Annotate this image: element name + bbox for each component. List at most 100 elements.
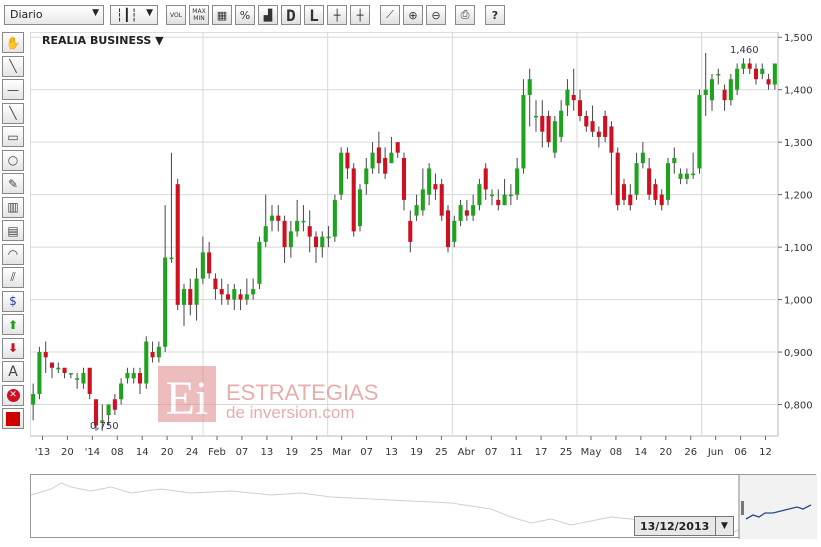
up-arrow-tool[interactable]: ⬆ [2,314,24,335]
candle[interactable] [615,147,620,211]
candle[interactable] [420,168,425,216]
candle[interactable] [100,404,105,431]
candle[interactable] [508,184,513,206]
candle[interactable] [364,157,369,195]
period-select[interactable]: Diario ▼ [4,5,104,25]
candle[interactable] [351,163,356,237]
candle[interactable] [131,367,136,384]
candle[interactable] [257,236,262,290]
candle[interactable] [339,147,344,200]
candle[interactable] [169,152,174,263]
candle[interactable] [735,63,740,95]
candle[interactable] [722,84,727,111]
candle[interactable] [741,58,746,74]
candle[interactable] [301,205,306,232]
candle[interactable] [571,68,576,111]
horizontal-line-tool[interactable]: — [2,79,24,100]
candle[interactable] [766,73,771,90]
candle[interactable] [269,205,275,232]
candle[interactable] [728,73,733,106]
dollar-channel-tool[interactable]: $ [2,290,24,312]
candle[interactable] [609,121,614,195]
candle[interactable] [489,189,495,206]
candle[interactable] [678,168,683,185]
volume-button[interactable]: VOL [166,5,186,25]
candle[interactable] [691,152,696,179]
pencil-tool[interactable]: ✎ [2,173,24,194]
candle[interactable] [389,136,394,164]
candle[interactable] [282,215,287,263]
candle[interactable] [647,157,652,200]
chart-type-select[interactable]: ┆┃┆ ▼ [110,5,158,25]
fibonacci-tool[interactable]: ▥ [2,196,24,218]
candle[interactable] [684,168,689,185]
rectangle-tool[interactable]: ▭ [2,126,24,147]
candle[interactable] [251,278,256,300]
candle[interactable] [640,142,645,169]
candle[interactable] [483,163,488,200]
candle[interactable] [414,194,419,221]
candle[interactable] [276,205,281,232]
chart-title[interactable]: REALIA BUSINESS ▼ [42,34,164,47]
text-tool[interactable]: A [2,361,24,382]
candle[interactable] [540,100,545,148]
candle[interactable] [590,105,595,137]
candle[interactable] [584,110,589,132]
zoom-out-button[interactable]: ⊖ [426,5,446,25]
candle[interactable] [433,173,438,200]
daily-button[interactable]: D [281,5,301,25]
candle[interactable] [56,362,61,374]
candle[interactable] [596,126,601,148]
price-chart[interactable]: Ei ESTRATEGIAS de inversion.com REALIA B… [30,32,820,464]
crosshair-button[interactable]: ┼ [327,5,347,25]
candle[interactable] [68,373,73,379]
candle[interactable] [225,283,231,305]
candle[interactable] [552,115,557,158]
candle[interactable] [81,367,86,389]
candle[interactable] [565,79,570,116]
linechart-button[interactable]: ⟋ [380,5,400,25]
candle[interactable] [137,367,143,395]
candle[interactable] [307,210,312,253]
candle[interactable] [527,68,532,127]
candle[interactable] [458,199,463,227]
candle[interactable] [37,346,42,400]
diagonal-line-tool[interactable]: ╲ [2,102,24,124]
candle[interactable] [345,147,350,179]
candle[interactable] [106,404,111,426]
navigator-handle-grip[interactable] [741,501,744,515]
candle[interactable] [659,189,664,211]
candle[interactable] [439,178,444,221]
levels-tool[interactable]: ▤ [2,220,24,241]
candle[interactable] [427,163,432,206]
candle[interactable] [515,157,520,200]
candle[interactable] [75,373,80,389]
candle[interactable] [760,63,765,80]
help-button[interactable]: ? [485,5,505,25]
candle[interactable] [263,194,268,248]
candle[interactable] [697,89,702,174]
maxmin-button[interactable]: MAX MIN [189,5,209,25]
hand-tool[interactable]: ✋ [2,32,24,53]
candle[interactable] [709,73,715,111]
candle[interactable] [703,52,708,116]
candle[interactable] [521,79,526,174]
candle[interactable] [401,152,407,211]
candle[interactable] [244,278,249,305]
candle[interactable] [628,184,633,211]
candle[interactable] [150,341,155,363]
candle[interactable] [200,236,205,284]
histogram-button[interactable]: ▟ [258,5,278,25]
candle[interactable] [621,178,627,206]
candle[interactable] [62,367,67,379]
candle[interactable] [49,362,55,379]
candle[interactable] [395,142,400,158]
percent-button[interactable]: % [235,5,255,25]
delete-tool[interactable]: ✕ [2,384,24,406]
candle[interactable] [112,394,117,416]
candle[interactable] [213,273,218,300]
candle[interactable] [464,199,469,221]
candle[interactable] [533,100,539,132]
crosshair-label-button[interactable]: ┼ [350,5,370,25]
candle[interactable] [288,220,293,258]
